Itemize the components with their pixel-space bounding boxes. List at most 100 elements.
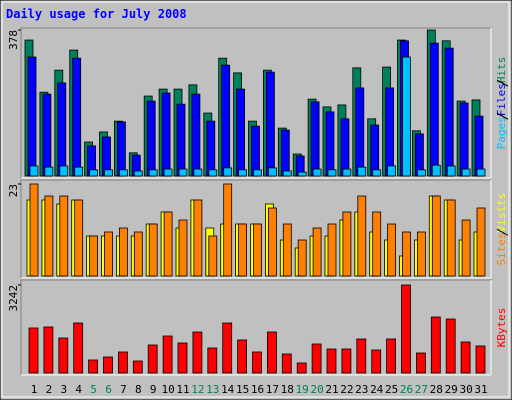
legend-entry: Sites: [495, 232, 508, 265]
bar: [430, 316, 441, 374]
bar: [163, 211, 173, 277]
bar: [148, 169, 158, 177]
bar: [44, 195, 54, 277]
bar: [146, 100, 156, 177]
bar: [267, 167, 277, 177]
bar: [207, 347, 218, 374]
bar: [446, 165, 456, 177]
x-tick-label: 13: [206, 383, 219, 396]
bar: [223, 183, 233, 277]
x-tick-label: 5: [90, 383, 97, 396]
bar: [163, 168, 173, 177]
bar: [73, 322, 84, 374]
bar: [355, 87, 365, 177]
legend: KBytes: [495, 308, 508, 348]
bar: [119, 169, 128, 177]
x-tick-label: 8: [135, 383, 142, 396]
legend: PagesFilesHits: [495, 57, 508, 150]
x-tick-label: 30: [459, 383, 472, 396]
bar: [267, 207, 277, 277]
x-tick-label: 16: [251, 383, 264, 396]
bar: [133, 231, 143, 277]
bar: [297, 239, 307, 277]
legend-entry: Hits: [495, 57, 508, 84]
y-tick-label: 3242: [7, 285, 20, 312]
bar: [475, 345, 486, 374]
bar: [326, 348, 337, 374]
y-tick-label: 23: [7, 184, 20, 197]
bar: [387, 165, 397, 177]
bar: [312, 168, 322, 177]
x-tick-label: 3: [60, 383, 67, 396]
x-tick-label: 29: [445, 383, 458, 396]
bar: [88, 359, 98, 374]
bar: [385, 87, 395, 177]
bar: [402, 231, 411, 277]
bar: [29, 165, 39, 177]
bar: [57, 82, 67, 177]
x-tick-label: 7: [120, 383, 127, 396]
bar: [178, 168, 188, 177]
bar: [221, 64, 231, 177]
bar: [296, 362, 307, 374]
x-tick-label: 21: [325, 383, 338, 396]
bar: [459, 102, 469, 177]
bar: [460, 341, 471, 374]
bar: [340, 118, 350, 177]
legend-entry: KBytes: [495, 308, 508, 348]
bar: [161, 92, 171, 177]
bar: [176, 103, 186, 177]
chart-title: Daily usage for July 2008: [6, 7, 187, 21]
bar: [43, 326, 54, 374]
bar: [312, 227, 322, 277]
bar: [311, 343, 322, 374]
bar: [356, 338, 367, 374]
bar: [444, 47, 454, 177]
bar: [148, 223, 158, 277]
bar: [117, 121, 126, 177]
bar: [72, 57, 82, 177]
bar: [402, 56, 411, 177]
bar: [119, 227, 128, 277]
legend-separator: [496, 228, 509, 236]
x-tick-label: 20: [310, 383, 323, 396]
bar: [29, 183, 39, 277]
bar: [58, 337, 69, 374]
bar: [222, 322, 233, 374]
bar: [42, 93, 52, 177]
bar: [208, 235, 218, 277]
bar: [253, 169, 262, 177]
bar: [59, 195, 69, 277]
bar: [237, 339, 248, 374]
x-tick-label: 1: [31, 383, 38, 396]
x-tick-label: 24: [370, 383, 384, 396]
x-tick-label: 9: [150, 383, 157, 396]
bar: [265, 71, 275, 177]
bar: [281, 353, 292, 374]
bar: [431, 195, 441, 277]
x-tick-label: 22: [340, 383, 353, 396]
bar: [461, 168, 471, 177]
bar: [370, 124, 380, 177]
bar: [133, 170, 143, 177]
bar: [193, 168, 203, 177]
bar: [476, 168, 486, 177]
x-tick-label: 2: [46, 383, 53, 396]
bar: [297, 171, 307, 177]
bar: [341, 348, 352, 374]
bar: [104, 231, 113, 277]
bar: [372, 211, 382, 277]
bar: [177, 342, 188, 374]
x-tick-label: 31: [474, 383, 487, 396]
bar: [282, 223, 292, 277]
legend: SitesVisits: [495, 193, 508, 266]
x-tick-label: 14: [221, 383, 235, 396]
bar: [147, 344, 158, 374]
x-tick-label: 10: [161, 383, 174, 396]
bar: [252, 351, 262, 374]
bar: [162, 335, 173, 374]
bar: [238, 223, 248, 277]
x-tick-label: 12: [191, 383, 204, 396]
bar: [372, 169, 382, 177]
